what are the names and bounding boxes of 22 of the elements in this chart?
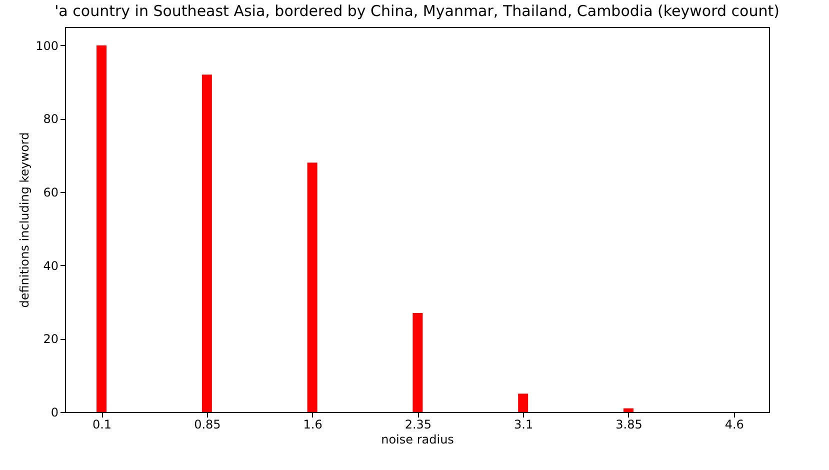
x-tick-label: 1.6 [303,418,322,432]
x-tick-label: 0.85 [194,418,221,432]
bar [412,313,423,412]
chart-title: 'a country in Southeast Asia, bordered by China, Myanmar, Thailand, Cambodia (keyword count) [54,2,780,20]
x-tick-label: 3.1 [514,418,534,432]
y-tick-label: 100 [36,38,58,53]
bar [96,45,107,412]
y-tick-label: 0 [50,406,58,420]
bar [623,408,634,412]
x-axis-title: noise radius [381,432,454,446]
bar [307,162,318,412]
x-tick-label: 4.6 [724,418,744,432]
y-tick-label: 40 [43,258,58,273]
x-tick-label: 2.35 [404,418,432,432]
y-tick-label: 60 [43,186,58,200]
y-tick-label: 80 [43,112,58,126]
bar [202,74,212,412]
y-axis-title: definitions including keyword [18,132,32,308]
bar [518,394,528,412]
x-tick-label: 3.85 [616,418,642,432]
x-tick-label: 0.1 [92,418,112,432]
y-tick-label: 20 [43,332,58,346]
